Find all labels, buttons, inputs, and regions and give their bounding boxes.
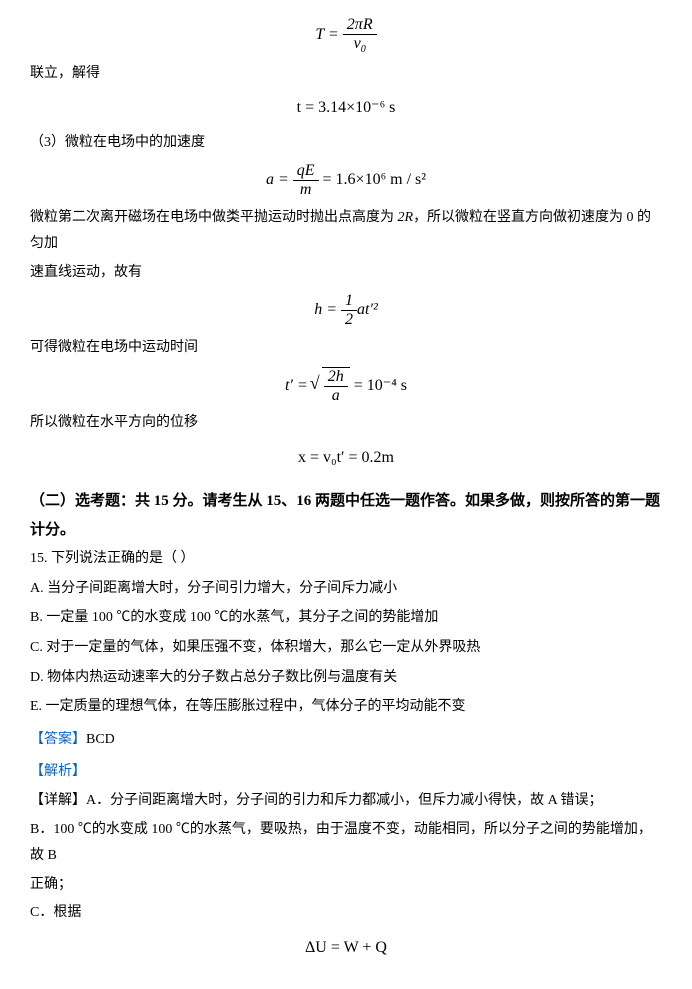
eq-lhs: T bbox=[315, 26, 324, 43]
detail-b: B．100 ℃的水变成 100 ℃的水蒸气，要吸热，由于温度不变，动能相同，所以… bbox=[30, 817, 662, 870]
answer-line: 【答案】BCD bbox=[30, 727, 662, 754]
text-line: 所以微粒在水平方向的位移 bbox=[30, 410, 662, 437]
option-d: D. 物体内热运动速率大的分子数占总分子数比例与温度有关 bbox=[30, 665, 662, 692]
text-line: 联立，解得 bbox=[30, 61, 662, 88]
equation-tprime: t′ = 2h a = 10⁻⁴ s bbox=[30, 367, 662, 404]
detail-b2: 正确； bbox=[30, 872, 662, 899]
text-line: 微粒第二次离开磁场在电场中做类平抛运动时抛出点高度为 2R，所以微粒在竖直方向做… bbox=[30, 205, 662, 258]
option-b: B. 一定量 100 ℃的水变成 100 ℃的水蒸气，其分子之间的势能增加 bbox=[30, 605, 662, 632]
analysis-label: 【解析】 bbox=[30, 759, 662, 786]
option-e: E. 一定质量的理想气体，在等压膨胀过程中，气体分子的平均动能不变 bbox=[30, 694, 662, 721]
equation-period: T = 2πR v0 bbox=[30, 16, 662, 55]
equation-a: a = qE m = 1.6×10⁶ m / s² bbox=[30, 162, 662, 198]
eq-frac: 1 2 bbox=[341, 292, 357, 328]
detail-c: C．根据 bbox=[30, 900, 662, 927]
equation-h: h = 1 2 at′² bbox=[30, 292, 662, 328]
text-line: （3）微粒在电场中的加速度 bbox=[30, 130, 662, 157]
eq-frac: qE m bbox=[293, 162, 319, 198]
eq-frac: 2πR v0 bbox=[343, 16, 377, 55]
text-line: 可得微粒在电场中运动时间 bbox=[30, 335, 662, 362]
equation-deltaU: ΔU = W + Q bbox=[30, 933, 662, 963]
question-stem: 15. 下列说法正确的是（ ） bbox=[30, 546, 662, 573]
detail-a: 【详解】A．分子间距离增大时，分子间的引力和斥力都减小，但斥力减小得快，故 A … bbox=[30, 788, 662, 815]
equation-t: t = 3.14×10⁻⁶ s bbox=[30, 93, 662, 123]
eq-frac: 2h a bbox=[324, 368, 348, 404]
option-a: A. 当分子间距离增大时，分子间引力增大，分子间斥力减小 bbox=[30, 576, 662, 603]
option-c: C. 对于一定量的气体，如果压强不变，体积增大，那么它一定从外界吸热 bbox=[30, 635, 662, 662]
sqrt: 2h a bbox=[322, 367, 350, 404]
text-line: 速直线运动，故有 bbox=[30, 260, 662, 287]
section-heading: （二）选考题：共 15 分。请考生从 15、16 两题中任选一题作答。如果多做，… bbox=[30, 487, 662, 544]
equation-x: x = v₀t′ = 0.2m bbox=[30, 443, 662, 473]
